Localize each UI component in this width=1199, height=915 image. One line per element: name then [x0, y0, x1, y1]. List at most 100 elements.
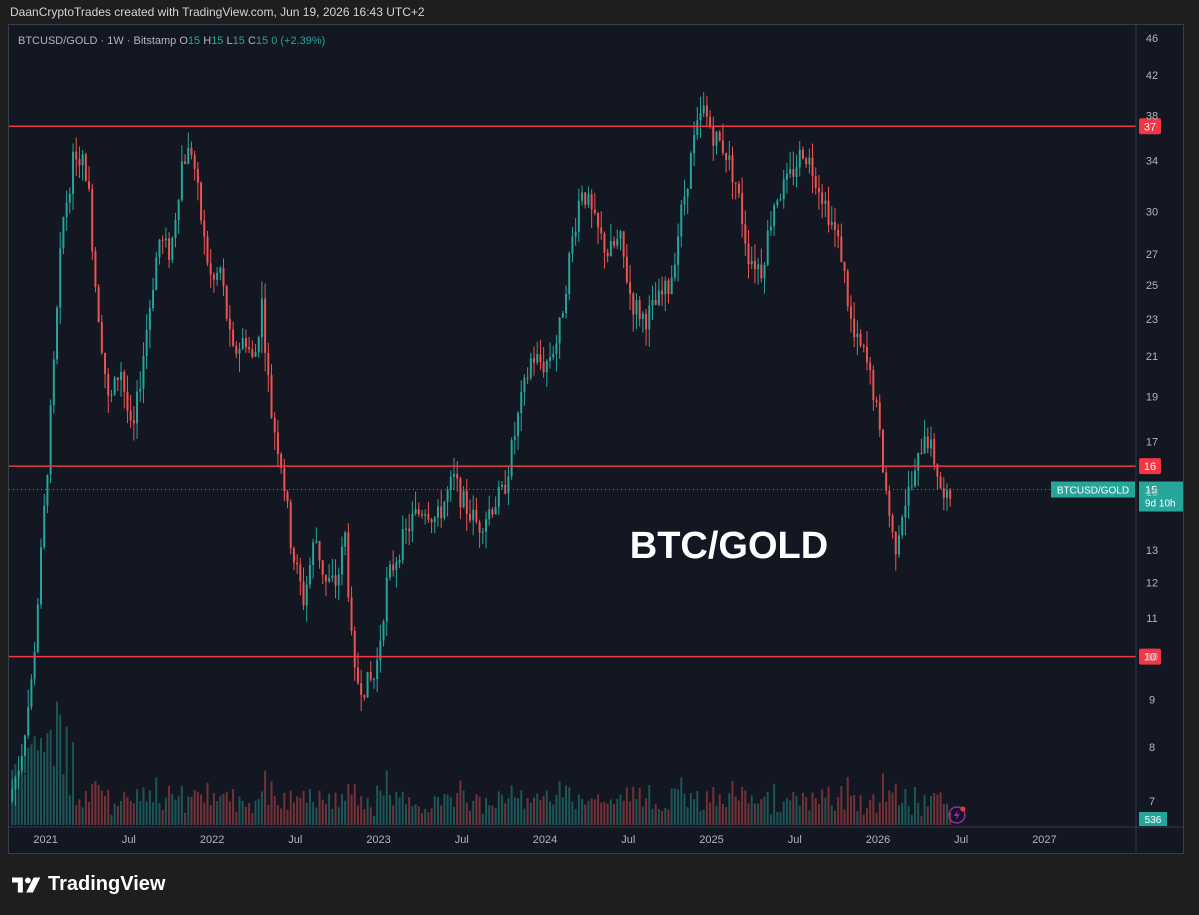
time-tick-label: 2024: [533, 834, 557, 846]
volume-bar: [801, 792, 804, 825]
price-tick-label: 19: [1146, 391, 1158, 403]
volume-bar: [574, 809, 577, 825]
candle-body: [129, 410, 132, 421]
candle-body: [273, 417, 276, 433]
candle-body: [888, 490, 891, 516]
candle-body: [107, 374, 110, 396]
volume-bar: [462, 790, 465, 825]
volume-bar: [571, 801, 574, 825]
volume-bar: [161, 809, 164, 825]
candle-body: [411, 513, 414, 532]
candle-body: [155, 257, 158, 291]
volume-bar: [789, 800, 792, 825]
volume-bar: [760, 799, 763, 825]
symbol-tag-label: BTCUSD/GOLD: [1057, 486, 1129, 497]
volume-bar: [869, 799, 872, 825]
volume-bar: [638, 787, 641, 825]
candle-body: [814, 176, 817, 188]
candle-body: [625, 256, 628, 283]
volume-bar: [808, 810, 811, 825]
price-tick-label: 9: [1149, 694, 1155, 706]
candle-body: [276, 432, 279, 455]
volume-bar: [718, 794, 721, 825]
candle-body: [699, 113, 702, 121]
volume-bar: [289, 790, 292, 825]
candle-body: [744, 224, 747, 244]
chart-panel[interactable]: 37 16 10 BTCUSD/GOLD 15 9d 10h 46 42 38 34 30 27 25…: [8, 24, 1184, 854]
volume-bar: [100, 790, 103, 825]
volume-bar: [411, 806, 414, 825]
volume-bar: [292, 802, 295, 825]
volume-bar: [501, 794, 503, 825]
volume-bar: [340, 793, 343, 825]
volume-bar: [46, 733, 49, 825]
candle-body: [808, 157, 811, 165]
time-tick-label: 2022: [200, 834, 224, 846]
price-tick-label: 30: [1146, 206, 1158, 218]
volume-bar: [680, 777, 683, 825]
volume-bar: [376, 785, 379, 825]
volume-bar: [520, 790, 523, 825]
volume-bar: [795, 796, 798, 825]
candle-body: [875, 400, 878, 403]
volume-bar: [875, 812, 878, 825]
volume-bar: [158, 803, 161, 825]
volume-bar: [136, 789, 139, 825]
candle-body: [264, 298, 267, 353]
candle-body: [923, 436, 926, 454]
candle-body: [840, 236, 843, 263]
low-label: L: [226, 35, 233, 47]
candle-body: [664, 280, 667, 295]
lightning-icon-ring: [948, 806, 966, 824]
candle-body: [296, 562, 299, 565]
candle-body: [677, 236, 680, 265]
volume-bar: [84, 791, 87, 825]
price-chart[interactable]: 37 16 10 BTCUSD/GOLD 15 9d 10h 46 42 38 34 30 27 25…: [9, 25, 1183, 853]
volume-bar: [270, 781, 273, 825]
volume-bar: [280, 808, 283, 825]
low-value: 15: [232, 35, 245, 47]
lightning-icon-dot: [960, 806, 966, 812]
candle-body: [136, 391, 139, 424]
volume-bar: [693, 799, 696, 825]
volume-bar: [539, 800, 542, 825]
candle-body: [613, 241, 616, 246]
candle-body: [949, 490, 952, 499]
volume-bar: [350, 794, 353, 825]
chart-annotation: BTC/GOLD: [630, 525, 828, 567]
volume-bar: [856, 810, 859, 825]
volume-bar: [475, 794, 478, 825]
volume-bar: [382, 795, 385, 825]
volume-bar: [843, 809, 846, 825]
volume-bar: [129, 800, 132, 825]
candle-body: [193, 154, 196, 169]
volume-bar: [398, 797, 401, 825]
volume-bar: [334, 792, 337, 825]
candle-body: [190, 147, 193, 155]
candle-body: [356, 667, 359, 684]
candle-body: [68, 193, 71, 203]
volume-bar: [446, 794, 449, 825]
candle-body: [187, 147, 190, 164]
candle-body: [235, 345, 238, 354]
candle-body: [152, 290, 155, 309]
candle-body: [241, 338, 244, 349]
candle-body: [353, 630, 356, 668]
candle-body: [734, 182, 737, 184]
volume-bar: [609, 799, 612, 825]
candle-body: [465, 490, 468, 514]
candle-body: [436, 506, 439, 518]
lightning-icon[interactable]: [948, 806, 966, 824]
price-tick-label: 12: [1146, 578, 1158, 590]
volume-bar: [712, 787, 715, 825]
time-tick-label: 2026: [866, 834, 890, 846]
volume-bar: [584, 804, 587, 825]
candle-body: [97, 286, 100, 323]
volume-bar: [193, 790, 196, 825]
close-value: 15: [255, 35, 269, 47]
volume-bar: [430, 808, 433, 825]
candle-body: [33, 651, 36, 680]
volume-bar: [478, 796, 481, 825]
volume-bar: [465, 802, 468, 825]
volume-bar: [529, 803, 532, 825]
